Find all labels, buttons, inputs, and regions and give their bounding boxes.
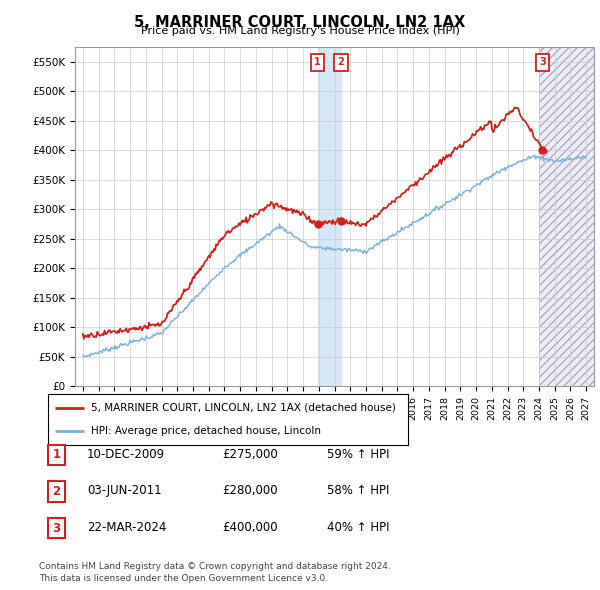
Text: This data is licensed under the Open Government Licence v3.0.: This data is licensed under the Open Gov… — [39, 573, 328, 583]
Text: 2: 2 — [338, 57, 344, 67]
Text: HPI: Average price, detached house, Lincoln: HPI: Average price, detached house, Linc… — [91, 427, 321, 437]
Bar — [539, 47, 594, 386]
Text: 59% ↑ HPI: 59% ↑ HPI — [327, 448, 389, 461]
Text: 58% ↑ HPI: 58% ↑ HPI — [327, 484, 389, 497]
Text: 1: 1 — [52, 448, 61, 461]
Text: 22-MAR-2024: 22-MAR-2024 — [87, 521, 166, 534]
Text: 3: 3 — [539, 57, 546, 67]
Text: 5, MARRINER COURT, LINCOLN, LN2 1AX (detached house): 5, MARRINER COURT, LINCOLN, LN2 1AX (det… — [91, 402, 396, 412]
Text: 2: 2 — [52, 485, 61, 498]
Text: £275,000: £275,000 — [222, 448, 278, 461]
Text: 03-JUN-2011: 03-JUN-2011 — [87, 484, 161, 497]
Text: Contains HM Land Registry data © Crown copyright and database right 2024.: Contains HM Land Registry data © Crown c… — [39, 562, 391, 571]
Text: £280,000: £280,000 — [222, 484, 278, 497]
Text: Price paid vs. HM Land Registry's House Price Index (HPI): Price paid vs. HM Land Registry's House … — [140, 26, 460, 36]
Text: 40% ↑ HPI: 40% ↑ HPI — [327, 521, 389, 534]
Text: £400,000: £400,000 — [222, 521, 278, 534]
Text: 3: 3 — [52, 522, 61, 535]
Text: 1: 1 — [314, 57, 321, 67]
Text: 5, MARRINER COURT, LINCOLN, LN2 1AX: 5, MARRINER COURT, LINCOLN, LN2 1AX — [134, 15, 466, 30]
Bar — [317, 47, 341, 386]
Text: 10-DEC-2009: 10-DEC-2009 — [87, 448, 165, 461]
